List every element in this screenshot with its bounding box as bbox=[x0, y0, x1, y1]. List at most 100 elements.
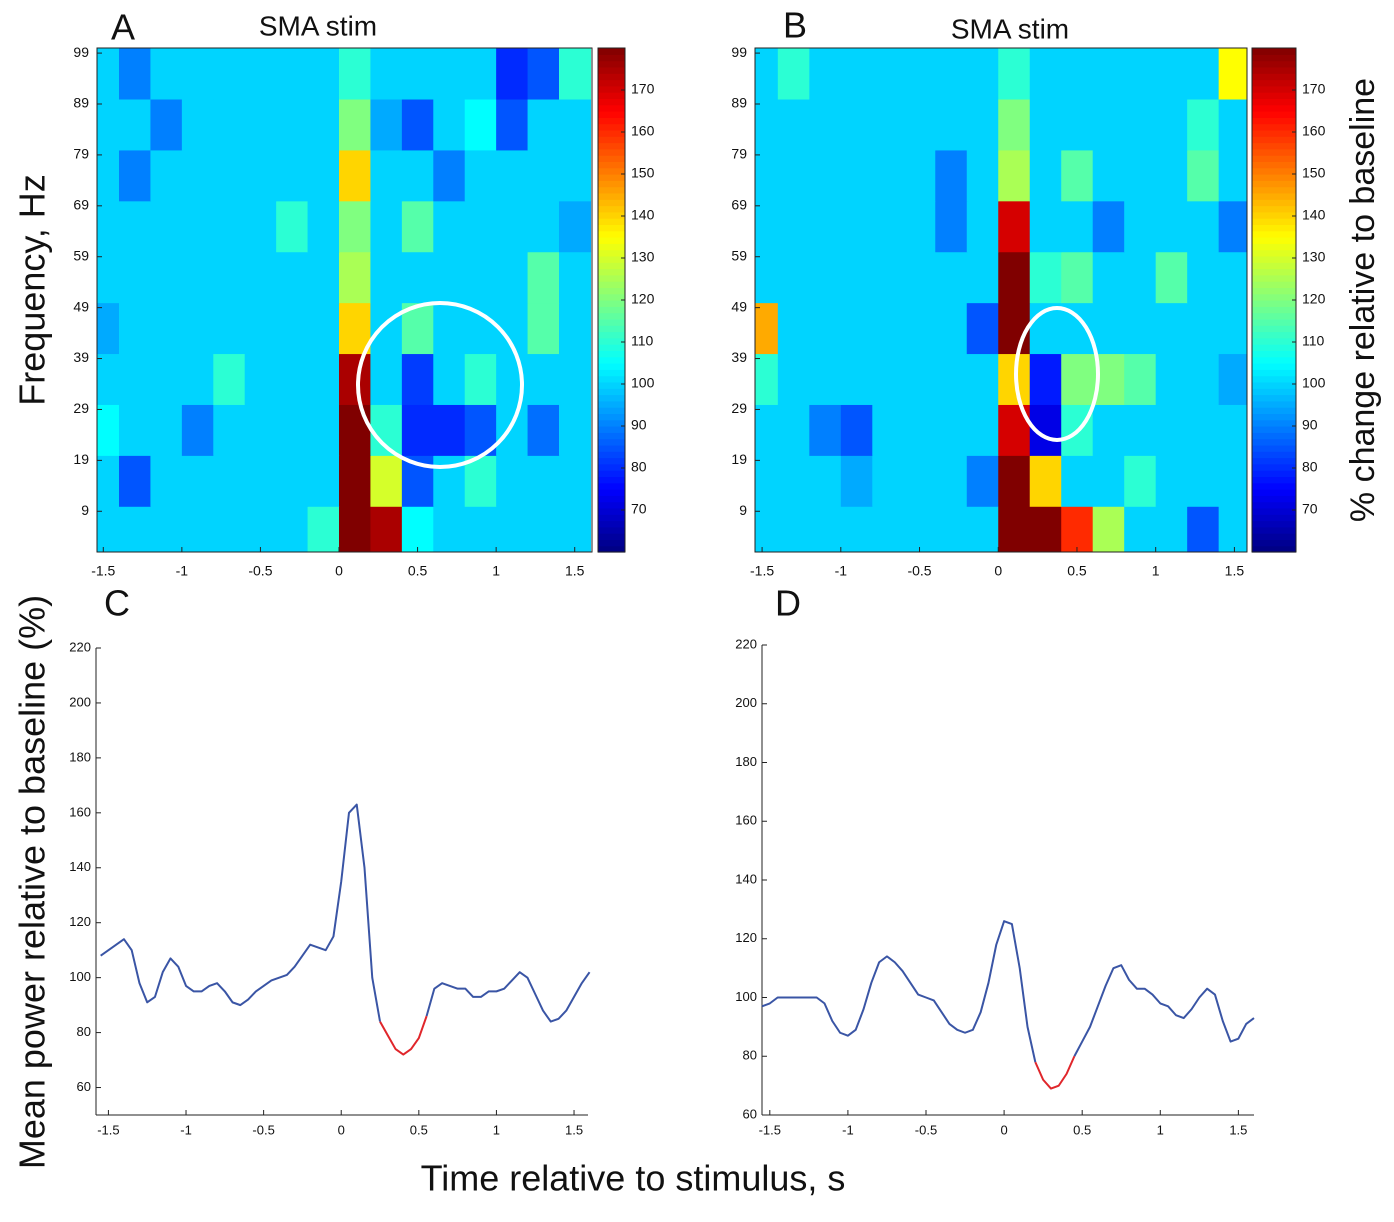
heatmap-cell bbox=[998, 98, 1031, 151]
heatmap-cell bbox=[307, 251, 340, 304]
colorbar-tick-label: 80 bbox=[1302, 459, 1318, 475]
heatmap-cell bbox=[755, 98, 779, 151]
heatmap-cell bbox=[244, 455, 277, 507]
heatmap-cell bbox=[370, 506, 403, 552]
heatmap-cell bbox=[527, 98, 560, 151]
heatmap-cell bbox=[401, 149, 434, 202]
colorbar-swatch bbox=[598, 218, 625, 225]
x-tick-label: 0.5 bbox=[408, 563, 428, 579]
heatmap-cell bbox=[150, 251, 183, 304]
heatmap-cell bbox=[809, 506, 842, 552]
heatmap-cell bbox=[97, 200, 120, 253]
panel: -1.5 -1 -0.5 0 0.5 1 1.5 9 19 29 39 49 59 69 79 89 99 70 8… bbox=[731, 5, 1382, 579]
heatmap-cell bbox=[496, 251, 529, 304]
x-tick-label: -1.5 bbox=[750, 563, 774, 579]
colorbar-swatch bbox=[598, 148, 625, 156]
heatmap-cell bbox=[1061, 48, 1094, 100]
x-tick-label: 1 bbox=[492, 563, 500, 579]
colorbar-swatch bbox=[598, 73, 625, 81]
colorbar-swatch bbox=[1252, 243, 1296, 251]
heatmap-cell bbox=[244, 506, 277, 552]
colorbar-swatch bbox=[598, 375, 625, 383]
heatmap-cell bbox=[119, 353, 152, 405]
colorbar-swatch bbox=[1252, 180, 1296, 188]
colorbar-swatch bbox=[598, 230, 625, 238]
heatmap-cell bbox=[1061, 506, 1094, 552]
heatmap-cell bbox=[433, 251, 466, 304]
colorbar-swatch bbox=[1252, 73, 1296, 81]
colorbar-swatch bbox=[598, 92, 625, 99]
heatmap-cell bbox=[1029, 200, 1062, 253]
colorbar-swatch bbox=[598, 136, 625, 144]
colorbar-swatch bbox=[1252, 85, 1296, 93]
heatmap-cell bbox=[777, 506, 810, 552]
heatmap-cell bbox=[150, 48, 183, 100]
colorbar-swatch bbox=[598, 167, 625, 175]
heatmap-cell bbox=[1187, 506, 1220, 552]
heatmap-cell bbox=[1218, 98, 1247, 151]
panel-label: D bbox=[775, 583, 801, 624]
heatmap-cell bbox=[97, 506, 120, 552]
colorbar-swatch bbox=[1252, 224, 1296, 232]
colorbar-tick-label: 160 bbox=[631, 123, 655, 139]
colorbar-swatch bbox=[598, 407, 625, 414]
heatmap-cell bbox=[559, 251, 592, 304]
heatmap-cell bbox=[1155, 200, 1188, 253]
heatmap-cell bbox=[527, 506, 560, 552]
heatmap-cell bbox=[935, 98, 968, 151]
colorbar-swatch bbox=[1252, 533, 1296, 540]
colorbar-swatch bbox=[1252, 388, 1296, 396]
heatmap-cell bbox=[1092, 455, 1125, 507]
heatmap-cell bbox=[1187, 353, 1220, 405]
heatmap-cell bbox=[559, 404, 592, 456]
heatmap-cell bbox=[903, 251, 936, 304]
colorbar-swatch bbox=[598, 199, 625, 207]
colorbar-swatch bbox=[1252, 545, 1296, 553]
heatmap-cell bbox=[1061, 353, 1094, 405]
heatmap-cell bbox=[527, 404, 560, 456]
colorbar-swatch bbox=[1252, 54, 1296, 62]
colorbar-swatch bbox=[598, 312, 625, 320]
colorbar-swatch bbox=[1252, 237, 1296, 244]
heatmap-cell bbox=[244, 302, 277, 355]
heatmap-cell bbox=[119, 506, 152, 552]
heatmap-cell bbox=[244, 200, 277, 253]
colorbar-swatch bbox=[1252, 419, 1296, 427]
colorbar-swatch bbox=[1252, 274, 1296, 282]
colorbar-tick-label: 90 bbox=[1302, 417, 1318, 433]
heatmap-cell bbox=[307, 302, 340, 355]
y-tick-label: 39 bbox=[731, 349, 747, 365]
heatmap-cell bbox=[998, 251, 1031, 304]
x-tick-label: 0 bbox=[335, 563, 343, 579]
heatmap-cell bbox=[307, 200, 340, 253]
y-tick-label: 79 bbox=[731, 146, 747, 162]
colorbar-swatch bbox=[598, 363, 625, 370]
colorbar-swatch bbox=[1252, 66, 1296, 74]
heatmap-cell bbox=[150, 506, 183, 552]
colorbar-swatch bbox=[598, 262, 625, 270]
heatmap-cell bbox=[496, 404, 529, 456]
heatmap-cell bbox=[464, 149, 497, 202]
heatmap-cell bbox=[966, 48, 999, 100]
heatmap-cell bbox=[150, 404, 183, 456]
heatmap-cell bbox=[433, 506, 466, 552]
heatmap-cell bbox=[150, 149, 183, 202]
colorbar-swatch bbox=[598, 211, 625, 219]
heatmap-cell bbox=[496, 455, 529, 507]
y-tick-label: 89 bbox=[731, 95, 747, 111]
heatmap-cell bbox=[1029, 251, 1062, 304]
heatmap-cell bbox=[777, 48, 810, 100]
colorbar-tick-label: 150 bbox=[1302, 165, 1326, 181]
heatmap-cell bbox=[276, 149, 309, 202]
heatmap-cell bbox=[777, 302, 810, 355]
colorbar-swatch bbox=[598, 470, 625, 477]
colorbar-swatch bbox=[1252, 350, 1296, 358]
highlight-circle bbox=[1014, 306, 1100, 442]
colorbar-swatch bbox=[598, 489, 625, 496]
heatmap-cell bbox=[119, 455, 152, 507]
colorbar-swatch bbox=[598, 451, 625, 459]
colorbar-swatch bbox=[598, 426, 625, 433]
heatmap-cell bbox=[97, 98, 120, 151]
heatmap-cell bbox=[966, 251, 999, 304]
heatmap-cell bbox=[809, 98, 842, 151]
